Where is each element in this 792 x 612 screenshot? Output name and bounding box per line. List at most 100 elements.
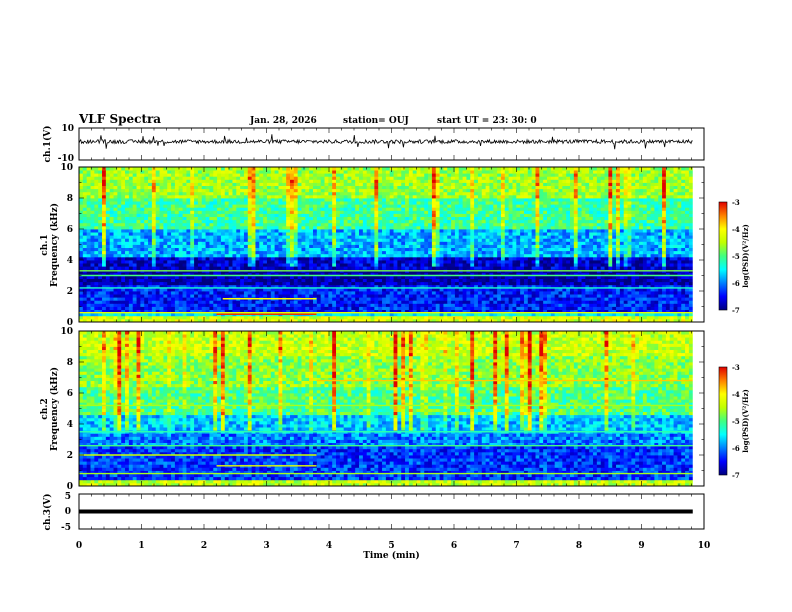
spectrogram-cell bbox=[171, 272, 176, 276]
spectrogram-cell bbox=[543, 244, 548, 248]
spectrogram-cell bbox=[447, 281, 452, 286]
spectrogram-cell bbox=[508, 297, 513, 301]
spectrogram-cell bbox=[577, 291, 582, 295]
spectrogram-cell bbox=[658, 275, 663, 279]
spectrogram-cell bbox=[504, 309, 510, 314]
spectrogram-cell bbox=[332, 278, 337, 283]
spectrogram-cell bbox=[251, 294, 256, 298]
spectrogram-cell bbox=[259, 241, 264, 245]
spectrogram-cell bbox=[500, 312, 506, 317]
spectrogram-cell bbox=[481, 241, 487, 245]
spectrogram-cell bbox=[600, 241, 605, 245]
spectrogram-cell bbox=[451, 238, 456, 242]
spectrogram-cell bbox=[82, 297, 88, 301]
spectrogram-cell bbox=[190, 300, 195, 304]
spectrogram-cell bbox=[151, 250, 157, 255]
spectrogram-cell bbox=[297, 232, 302, 236]
spectrogram-cell bbox=[650, 241, 655, 245]
spectrogram-cell bbox=[121, 278, 126, 283]
spectrogram-cell bbox=[439, 247, 444, 252]
spectrogram-cell bbox=[174, 238, 180, 242]
spectrogram-cell bbox=[320, 253, 325, 258]
spectrogram-cell bbox=[378, 281, 383, 286]
spectrogram-cell bbox=[412, 291, 417, 295]
spectrogram-cell bbox=[474, 229, 479, 233]
spectrogram-cell bbox=[447, 294, 452, 298]
spectrogram-cell bbox=[320, 297, 325, 301]
spectrogram-cell bbox=[451, 263, 456, 267]
spectrogram-cell bbox=[497, 260, 502, 264]
spectrogram-cell bbox=[685, 241, 690, 245]
spectrogram-cell bbox=[90, 247, 95, 252]
spectrogram-cell bbox=[665, 318, 671, 323]
spectrogram-cell bbox=[328, 244, 333, 248]
spectrogram-cell bbox=[370, 275, 375, 279]
spectrogram-cell bbox=[581, 297, 586, 301]
spectrogram-cell bbox=[190, 272, 195, 276]
spectrogram-cell bbox=[190, 229, 195, 233]
spectrogram-cell bbox=[581, 318, 586, 323]
spectrogram-cell bbox=[94, 272, 99, 276]
spectrogram-cell bbox=[623, 275, 628, 279]
spectrogram-cell bbox=[109, 315, 114, 320]
spectrogram-cell bbox=[527, 272, 533, 276]
spectrogram-cell bbox=[220, 241, 226, 245]
spectrogram-cell bbox=[577, 238, 582, 242]
spectrogram-cell bbox=[493, 253, 498, 258]
spectrogram-cell bbox=[243, 260, 249, 264]
spectrogram-cell bbox=[148, 235, 153, 239]
spectrogram-cell bbox=[359, 232, 364, 236]
figure-title: VLF Spectra bbox=[78, 112, 161, 126]
spectrogram-cell bbox=[685, 294, 690, 298]
spectrogram-cell bbox=[155, 291, 160, 295]
spectrogram-cell bbox=[405, 260, 410, 264]
spectrogram-cell bbox=[673, 278, 678, 283]
spectrogram-cell bbox=[420, 266, 425, 270]
spectrogram-cell bbox=[355, 315, 360, 320]
spectrogram-cell bbox=[546, 272, 552, 276]
spectrogram-cell bbox=[531, 303, 536, 307]
spectrogram-cell bbox=[546, 229, 552, 233]
spectrogram-cell bbox=[527, 278, 533, 283]
spectrogram-cell bbox=[535, 235, 540, 239]
spectrogram-cell bbox=[259, 303, 264, 307]
spectrogram-cell bbox=[94, 315, 99, 320]
spectrogram-cell bbox=[435, 266, 440, 270]
spectrogram-cell bbox=[151, 275, 157, 279]
spectrogram-cell bbox=[366, 266, 371, 270]
spectrogram-cell bbox=[286, 247, 291, 252]
spectrogram-cell bbox=[531, 238, 536, 242]
spectrogram-cell bbox=[217, 247, 222, 252]
spectrogram-cell bbox=[458, 287, 463, 292]
spectrogram-cell bbox=[140, 263, 145, 267]
spectrogram-cell bbox=[596, 318, 602, 323]
spectrogram-cell bbox=[117, 260, 122, 264]
spectrogram-cell bbox=[435, 235, 440, 239]
spectrogram-cell bbox=[581, 291, 586, 295]
spectrogram-cell bbox=[309, 291, 314, 295]
spectrogram-cell bbox=[343, 297, 348, 301]
spectrogram-cell bbox=[236, 238, 241, 242]
spectrogram-cell bbox=[355, 287, 360, 292]
spectrogram-cell bbox=[374, 318, 379, 323]
spectrogram-cell bbox=[654, 238, 659, 242]
spectrogram-cell bbox=[589, 263, 594, 267]
spectrogram-cell bbox=[105, 275, 111, 279]
spectrogram-cell bbox=[596, 303, 602, 307]
spectrogram-cell bbox=[163, 309, 168, 314]
spectrogram-cell bbox=[685, 250, 690, 255]
spectrogram-cell bbox=[581, 266, 586, 270]
spectrogram-cell bbox=[270, 235, 276, 239]
spectrogram-cell bbox=[366, 244, 371, 248]
spectrogram-cell bbox=[619, 253, 625, 258]
spectrogram-cell bbox=[623, 287, 628, 292]
spectrogram-cell bbox=[550, 297, 556, 301]
spectrogram-cell bbox=[328, 225, 333, 230]
spectrogram-cell bbox=[102, 291, 107, 295]
spectrogram-cell bbox=[570, 229, 575, 233]
spectrogram-cell bbox=[489, 241, 494, 245]
spectrogram-cell bbox=[523, 250, 529, 255]
spectrogram-cell bbox=[558, 300, 563, 304]
spectrogram-cell bbox=[144, 281, 149, 286]
spectrogram-cell bbox=[604, 272, 609, 276]
